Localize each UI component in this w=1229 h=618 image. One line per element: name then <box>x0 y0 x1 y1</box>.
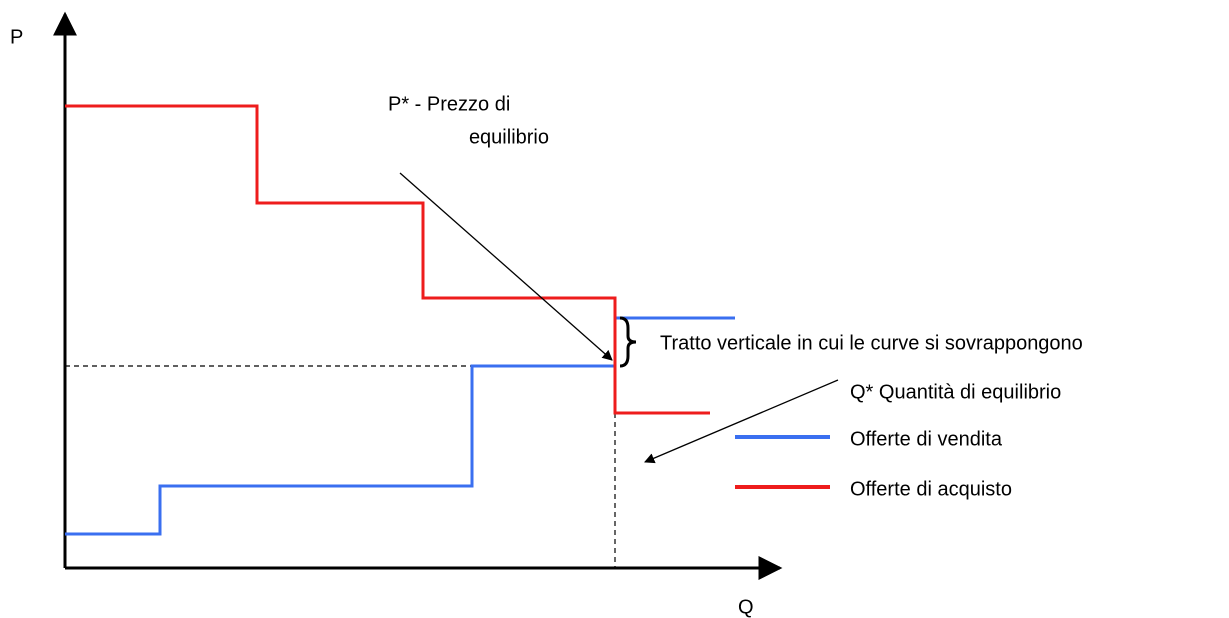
brace <box>619 316 637 368</box>
supply-curve <box>65 316 735 536</box>
price-arrow <box>399 172 613 361</box>
overlap-annotation: Tratto verticale in cui le curve si sovr… <box>660 332 1083 354</box>
price-annotation: P* - Prezzo di <box>388 93 510 115</box>
price-annotation: equilibrio <box>469 126 549 148</box>
legend-label: Offerte di vendita <box>850 428 1003 450</box>
demand-curve <box>65 104 710 415</box>
quantity-arrow <box>644 379 839 464</box>
y-axis-label: P <box>10 26 23 48</box>
quantity-annotation: Q* Quantità di equilibrio <box>850 381 1061 403</box>
legend-label: Offerte di acquisto <box>850 478 1012 500</box>
x-axis-label: Q <box>738 596 754 618</box>
